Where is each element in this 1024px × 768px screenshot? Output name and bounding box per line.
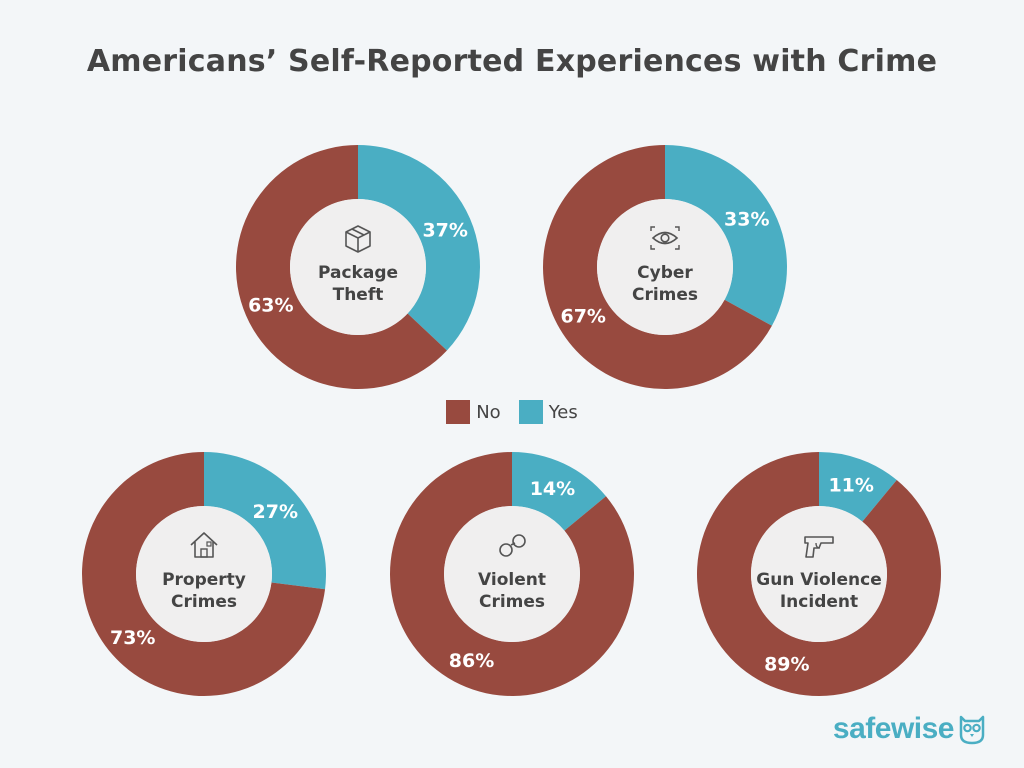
house-icon [190,532,218,558]
slice-yes-violent-crimes [512,452,607,531]
slice-no-package-theft [235,145,447,389]
legend-swatch-no [446,400,471,424]
slice-yes-cyber-crimes [665,145,787,326]
center-label: Crimes [171,592,237,612]
owl-icon [959,715,985,745]
donut-center [290,199,426,335]
slice-no-property-crimes [81,452,326,697]
pct-label-no: 73% [110,627,155,649]
pct-label-yes: 11% [828,475,873,497]
slice-yes-gun-violence-incident [819,452,897,522]
center-label: Crimes [479,592,545,612]
pct-label-no: 67% [560,305,605,327]
legend-swatch-yes [518,400,543,424]
center-label: Package [318,263,398,283]
handcuffs-icon [499,534,526,557]
slice-no-violent-crimes [389,452,634,697]
center-label: Property [162,570,246,590]
donut-center [444,506,580,642]
slice-yes-package-theft [358,145,480,351]
chart-title: Americans’ Self-Reported Experiences wit… [86,44,938,79]
center-label: Gun Violence [756,570,882,590]
pct-label-no: 86% [449,650,494,672]
center-label: Crimes [632,285,698,305]
donut-center [136,506,272,642]
legend: No Yes [0,400,1024,424]
slice-no-gun-violence-incident [697,452,942,696]
legend-item-no: No [446,400,501,424]
brand-logo: safewise [833,712,986,746]
slice-no-cyber-crimes [542,145,772,389]
pct-label-yes: 27% [253,501,298,523]
legend-label-no: No [476,401,501,423]
eye-icon [650,226,680,250]
pct-label-yes: 14% [530,478,575,500]
legend-item-yes: Yes [518,400,578,424]
slice-yes-property-crimes [204,452,326,590]
center-label: Incident [780,592,858,612]
pct-label-yes: 37% [422,219,467,241]
center-label: Cyber [637,263,693,283]
pct-label-no: 89% [764,653,809,675]
donut-center [751,506,887,642]
donut-center [597,199,733,335]
center-label: Violent [478,570,546,590]
package-icon [345,225,371,253]
center-label: Theft [333,285,384,305]
pct-label-yes: 33% [724,209,769,231]
legend-label-yes: Yes [548,401,578,423]
gun-icon [804,536,834,558]
pct-label-no: 63% [248,295,293,317]
brand-name: safewise [832,712,955,745]
